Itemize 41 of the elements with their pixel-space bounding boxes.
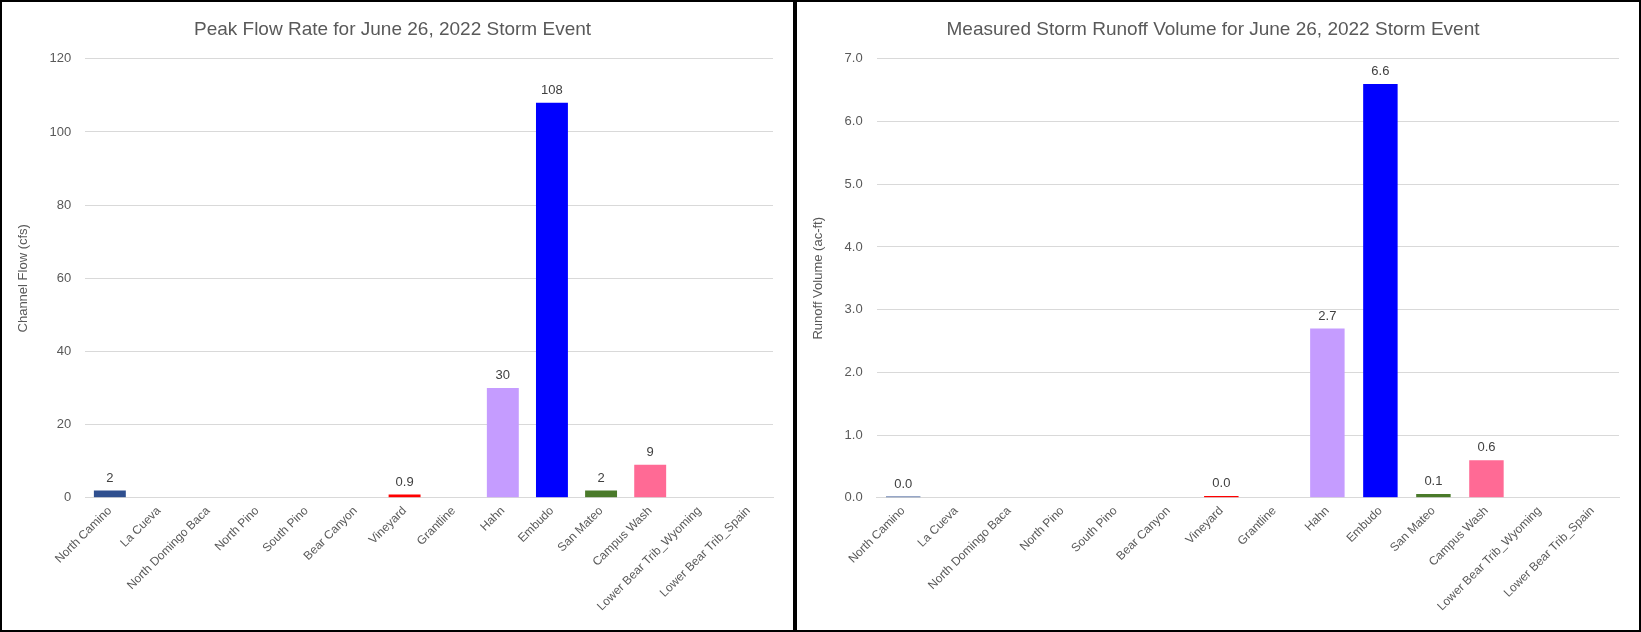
bar (585, 490, 618, 498)
data-label: 30 (495, 367, 511, 383)
y-tick-label: 20 (56, 416, 72, 432)
bar (1363, 83, 1398, 498)
y-tick-label: 120 (49, 50, 72, 66)
y-tick-label: 1.0 (844, 426, 863, 442)
chart-title: Peak Flow Rate for June 26, 2022 Storm Event (193, 17, 592, 39)
data-label: 2.7 (1318, 307, 1337, 323)
y-tick-label: 4.0 (844, 238, 863, 254)
data-label: 2 (106, 469, 114, 485)
y-tick-label: 5.0 (844, 175, 863, 191)
data-label: 2 (597, 469, 605, 485)
y-tick-label: 2.0 (844, 363, 863, 379)
y-tick-label: 3.0 (844, 301, 863, 317)
data-label: 0.1 (1424, 473, 1443, 489)
bar (535, 102, 568, 498)
data-label: 0.9 (395, 473, 414, 489)
bar (1469, 460, 1504, 498)
chart-title: Measured Storm Runoff Volume for June 26, 2022 Storm Event (946, 17, 1481, 39)
bar (634, 464, 667, 498)
y-tick-label: 60 (56, 269, 72, 285)
bar (486, 388, 519, 498)
y-tick-label: 100 (49, 123, 72, 139)
bar (1416, 494, 1451, 498)
y-tick-label: 7.0 (844, 50, 863, 66)
data-label: 0.0 (1212, 474, 1231, 490)
bar (93, 490, 126, 498)
y-tick-label: 6.0 (844, 113, 863, 129)
data-label: 0.0 (894, 475, 913, 491)
data-label: 108 (541, 81, 563, 97)
y-tick-label: 40 (56, 343, 72, 359)
bar (1310, 328, 1345, 498)
data-label: 9 (646, 443, 654, 459)
y-tick-label: 80 (56, 196, 72, 212)
bar (388, 494, 421, 498)
y-tick-label: 0 (64, 489, 72, 505)
data-label: 0.6 (1477, 439, 1496, 455)
data-label: 6.6 (1371, 62, 1390, 78)
y-tick-label: 0.0 (844, 489, 863, 505)
y-axis-title: Runoff Volume (ac-ft) (810, 216, 826, 340)
y-axis-title: Channel Flow (cfs) (15, 224, 31, 333)
